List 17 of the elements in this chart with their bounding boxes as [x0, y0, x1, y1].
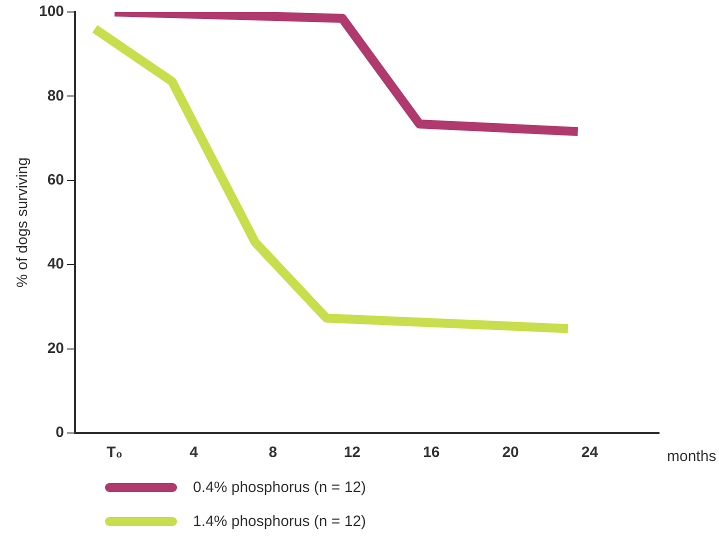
y-tick-label: 40 — [47, 256, 64, 273]
y-tick-label: 60 — [47, 172, 64, 189]
y-tick-label: 20 — [47, 340, 64, 357]
y-tick-label: 80 — [47, 87, 64, 104]
x-tick-label: 12 — [344, 444, 361, 462]
x-tick-label: T₀ — [106, 444, 123, 462]
x-tick-label: 4 — [190, 444, 199, 462]
legend-label: 1.4% phosphorus (n = 12) — [193, 512, 366, 530]
y-tick-label: 100 — [38, 3, 64, 20]
x-tick-label: 20 — [502, 444, 519, 462]
x-tick-label: 8 — [268, 444, 278, 462]
x-tick-label: 24 — [581, 444, 599, 462]
x-axis-title: months — [667, 448, 716, 466]
x-tick-label: 16 — [423, 444, 440, 462]
y-tick-label: 0 — [56, 424, 64, 442]
legend-label: 0.4% phosphorus (n = 12) — [193, 478, 366, 496]
y-axis-title: % of dogs surviving — [14, 157, 32, 288]
